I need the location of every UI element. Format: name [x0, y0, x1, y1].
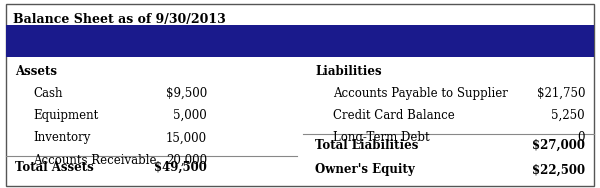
Text: Credit Card Balance: Credit Card Balance — [333, 109, 455, 122]
FancyBboxPatch shape — [6, 25, 594, 57]
Text: $27,000: $27,000 — [532, 139, 585, 152]
Text: 20,000: 20,000 — [166, 154, 207, 167]
Text: Liabilities: Liabilities — [315, 65, 382, 78]
Text: Inventory: Inventory — [33, 131, 91, 144]
Text: Cash: Cash — [33, 87, 62, 100]
FancyBboxPatch shape — [6, 4, 594, 186]
Text: Accounts Payable to Supplier: Accounts Payable to Supplier — [333, 87, 508, 100]
Text: 5,000: 5,000 — [173, 109, 207, 122]
Text: Long-Term Debt: Long-Term Debt — [333, 131, 430, 144]
Text: Total Liabilities: Total Liabilities — [315, 139, 418, 152]
Text: Owner's Equity: Owner's Equity — [315, 163, 415, 176]
Text: Accounts Receivable: Accounts Receivable — [33, 154, 157, 167]
Text: Balance Sheet as of 9/30/2013: Balance Sheet as of 9/30/2013 — [13, 13, 226, 26]
Text: 15,000: 15,000 — [166, 131, 207, 144]
Text: $21,750: $21,750 — [536, 87, 585, 100]
Text: $22,500: $22,500 — [532, 163, 585, 176]
Text: $49,500: $49,500 — [154, 161, 207, 174]
Text: $9,500: $9,500 — [166, 87, 207, 100]
Text: 5,250: 5,250 — [551, 109, 585, 122]
Text: 0: 0 — [577, 131, 585, 144]
Text: Equipment: Equipment — [33, 109, 98, 122]
Text: Total Assets: Total Assets — [15, 161, 94, 174]
Text: Assets: Assets — [15, 65, 57, 78]
